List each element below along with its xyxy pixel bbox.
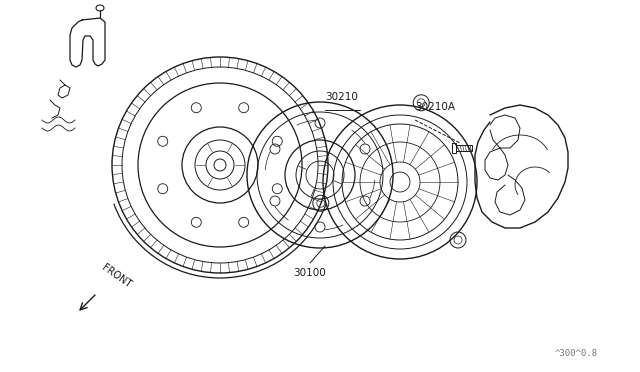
Text: 30210: 30210 <box>325 92 358 102</box>
Text: 30210A: 30210A <box>415 102 455 112</box>
Text: FRONT: FRONT <box>100 263 133 290</box>
Text: 30100: 30100 <box>294 268 326 278</box>
Text: ^300^0.8: ^300^0.8 <box>555 349 598 358</box>
